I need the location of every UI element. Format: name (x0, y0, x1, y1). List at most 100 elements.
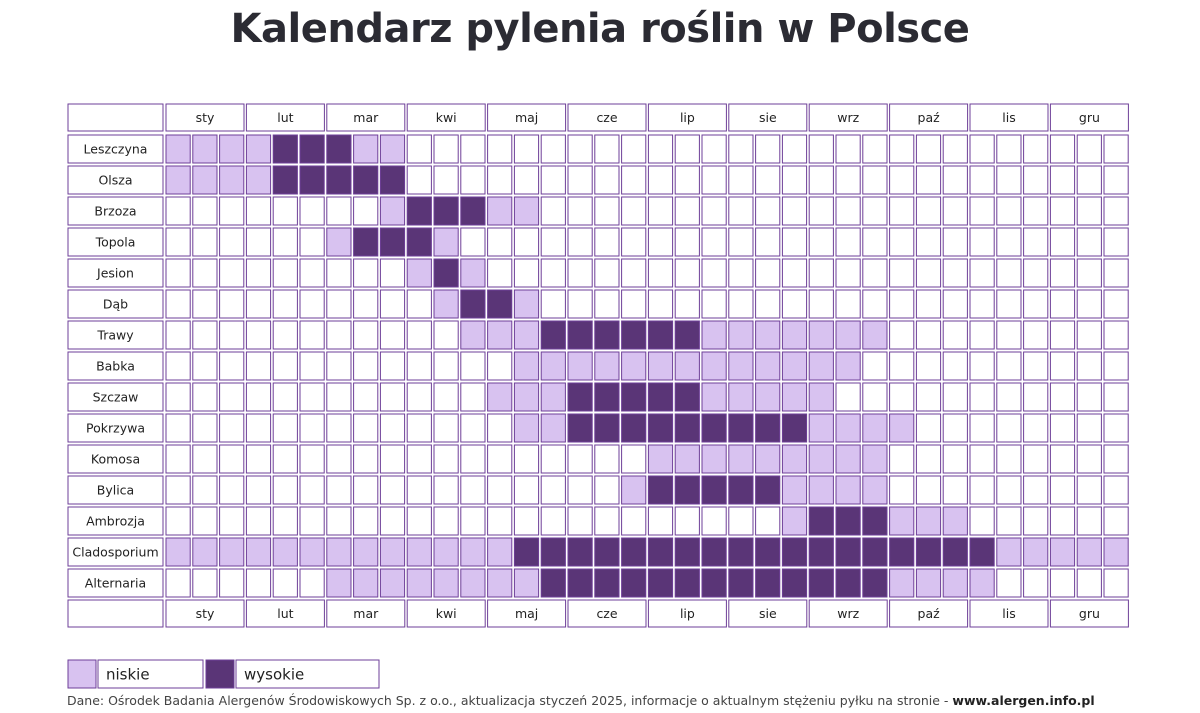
top-month-header-cell (245, 103, 325, 132)
heatmap-cell (915, 568, 942, 598)
heatmap-cell (460, 506, 486, 536)
bottom-month-header-cell (245, 599, 325, 628)
heatmap-cell (1023, 196, 1049, 226)
heatmap-cell (192, 444, 218, 474)
heatmap-cell (755, 165, 781, 195)
heatmap-cell (808, 568, 834, 598)
heatmap-cell (433, 134, 459, 164)
heatmap-cell (272, 134, 298, 164)
heatmap-cell (1076, 320, 1102, 350)
heatmap-cell (915, 444, 942, 474)
heatmap-cell (674, 506, 700, 536)
heatmap-cell (379, 196, 406, 226)
top-month-header-cell (647, 103, 727, 132)
heatmap-cell (1049, 568, 1076, 598)
heatmap-cell (969, 196, 995, 226)
heatmap-cell (808, 537, 834, 567)
heatmap-cell (406, 289, 432, 319)
heatmap-cell (513, 227, 540, 257)
heatmap-cell (433, 289, 459, 319)
heatmap-cell (353, 568, 379, 598)
plant-label: Topola (95, 235, 136, 250)
heatmap-cell (728, 413, 754, 443)
bottom-month-label: lip (680, 606, 695, 621)
heatmap-cell (299, 568, 325, 598)
heatmap-cell (835, 289, 861, 319)
source-note: Dane: Ośrodek Badania Alergenów Środowis… (67, 693, 1095, 708)
bottom-month-header-cell (647, 599, 727, 628)
heatmap-cell (165, 413, 191, 443)
heatmap-cell (996, 196, 1022, 226)
heatmap-cell (594, 537, 620, 567)
plant-label-cell (67, 351, 164, 381)
heatmap-cell (272, 196, 298, 226)
heatmap-cell (165, 506, 191, 536)
heatmap-cell (862, 258, 888, 288)
source-link[interactable]: www.alergen.info.pl (952, 693, 1095, 708)
heatmap-cell (1076, 196, 1102, 226)
heatmap-cell (862, 475, 888, 505)
legend: niskie wysokie (67, 659, 380, 689)
heatmap-cell (165, 568, 191, 598)
bottom-month-header-cell (889, 599, 969, 628)
heatmap-cell (379, 134, 406, 164)
heatmap-cell (781, 537, 808, 567)
top-month-label: cze (596, 110, 617, 125)
heatmap-cell (192, 382, 218, 412)
plant-label: Brzoza (94, 204, 136, 219)
heatmap-cell (245, 289, 272, 319)
heatmap-cell (969, 568, 995, 598)
heatmap-cell (1049, 258, 1076, 288)
heatmap-cell (755, 537, 781, 567)
heatmap-cell (835, 568, 861, 598)
heatmap-cell (406, 351, 432, 381)
bottom-month-label: sie (759, 606, 777, 621)
bottom-month-header-cell (969, 599, 1049, 628)
heatmap-cell (245, 382, 272, 412)
heatmap-cell (567, 475, 593, 505)
heatmap-cell (969, 382, 995, 412)
heatmap-cell (1023, 568, 1049, 598)
heatmap-cell (567, 196, 593, 226)
heatmap-cell (1049, 320, 1076, 350)
heatmap-cell (165, 475, 191, 505)
heatmap-cell (353, 165, 379, 195)
plant-label-cell (67, 537, 164, 567)
heatmap-cell (755, 351, 781, 381)
heatmap-cell (165, 196, 191, 226)
heatmap-cell (915, 351, 942, 381)
heatmap-cell (647, 227, 674, 257)
heatmap-cell (487, 382, 513, 412)
heatmap-cell (379, 475, 406, 505)
heatmap-cell (353, 413, 379, 443)
heatmap-cell (621, 506, 647, 536)
heatmap-cell (487, 351, 513, 381)
heatmap-cell (835, 320, 861, 350)
heatmap-cell (326, 444, 352, 474)
heatmap-cell (487, 227, 513, 257)
heatmap-cell (165, 289, 191, 319)
heatmap-cell (755, 413, 781, 443)
heatmap-cell (674, 165, 700, 195)
heatmap-cell (647, 537, 674, 567)
heatmap-cell (245, 320, 272, 350)
heatmap-cell (513, 382, 540, 412)
heatmap-cell (674, 351, 700, 381)
heatmap-cell (781, 227, 808, 257)
heatmap-cell (540, 506, 566, 536)
bottom-month-label: sty (196, 606, 215, 621)
heatmap-cell (540, 134, 566, 164)
heatmap-cell (353, 134, 379, 164)
heatmap-cell (219, 320, 245, 350)
heatmap-cell (192, 134, 218, 164)
heatmap-cell (1023, 351, 1049, 381)
top-month-label: wrz (837, 110, 859, 125)
heatmap-cell (915, 258, 942, 288)
heatmap-cell (513, 165, 540, 195)
heatmap-cell (862, 568, 888, 598)
heatmap-cell (1023, 165, 1049, 195)
plant-label-cell (67, 568, 164, 598)
heatmap-cell (192, 351, 218, 381)
plant-label-cell (67, 134, 164, 164)
heatmap-cell (192, 227, 218, 257)
